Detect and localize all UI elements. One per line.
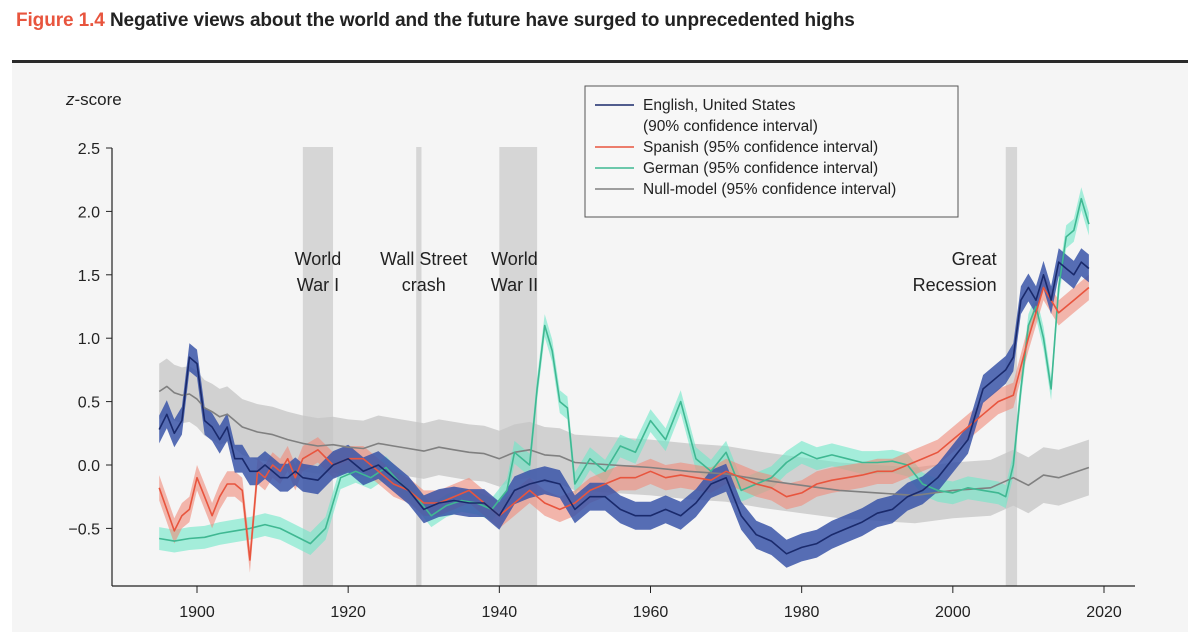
x-tick-label: 1900: [179, 604, 215, 621]
legend: English, United States (90% confidence in…: [584, 85, 959, 218]
series-line-null-model: [158, 385, 1090, 497]
event-label-line: Wall Street: [380, 249, 467, 269]
legend-label: Null-model (95% confidence interval): [643, 181, 896, 198]
series-line-german: [159, 197, 1090, 545]
y-tick-label: −0.5: [68, 521, 100, 538]
y-tick-label: 2.0: [78, 204, 100, 221]
event-annotations: World War I Wall Street crash World War II Gre…: [295, 249, 997, 295]
x-tick-label: 1940: [482, 604, 518, 621]
event-label-line: Recession: [913, 275, 997, 295]
y-tick-label: 0.5: [78, 395, 100, 412]
event-label-1: Wall Street crash: [380, 249, 467, 295]
legend-label: English, United States: [643, 97, 796, 114]
event-label-line: War I: [297, 275, 339, 295]
y-tick-label: 2.5: [78, 141, 100, 158]
legend-label: (90% confidence interval): [643, 118, 818, 135]
event-shading-1: [416, 147, 422, 586]
legend-label: German (95% confidence interval): [643, 160, 878, 177]
x-tick-label: 1960: [633, 604, 669, 621]
event-label-line: War II: [491, 275, 538, 295]
confidence-band-spanish: [159, 274, 1089, 573]
x-tick-label: 2020: [1086, 604, 1122, 621]
y-tick-label: 0.0: [78, 458, 100, 475]
y-tick-label: 1.5: [78, 268, 100, 285]
x-tick-label: 1920: [330, 604, 366, 621]
event-label-line: Great: [952, 249, 997, 269]
confidence-bands-layer: [159, 187, 1089, 573]
y-tick-label: 1.0: [78, 331, 100, 348]
x-tick-label: 2000: [935, 604, 971, 621]
legend-label: Spanish (95% confidence interval): [643, 139, 878, 156]
figure-number: Figure 1.4: [16, 10, 105, 31]
figure-title-text: Negative views about the world and the f…: [109, 10, 855, 31]
event-label-line: World: [295, 249, 342, 269]
event-label-3: Great Recession: [913, 249, 997, 295]
series-lines-layer: [158, 197, 1090, 561]
y-axis-label: z-score: [65, 90, 122, 109]
axes: −0.5 0.0 0.5 1.0 1.5 2.0 2.5 1900 1920 1940 1960 19…: [68, 141, 1135, 621]
x-tick-label: 1980: [784, 604, 820, 621]
event-label-2: World War II: [491, 249, 538, 295]
legend-box: [584, 85, 959, 218]
event-label-line: crash: [402, 275, 446, 295]
figure-title: Figure 1.4 Negative views about the worl…: [16, 10, 855, 32]
title-rule: [12, 60, 1188, 63]
confidence-band-english-united-states: [159, 248, 1089, 568]
event-label-line: World: [491, 249, 538, 269]
series-line-english-united-states: [158, 261, 1090, 555]
series-line-spanish: [158, 286, 1090, 561]
event-label-0: World War I: [295, 249, 342, 295]
